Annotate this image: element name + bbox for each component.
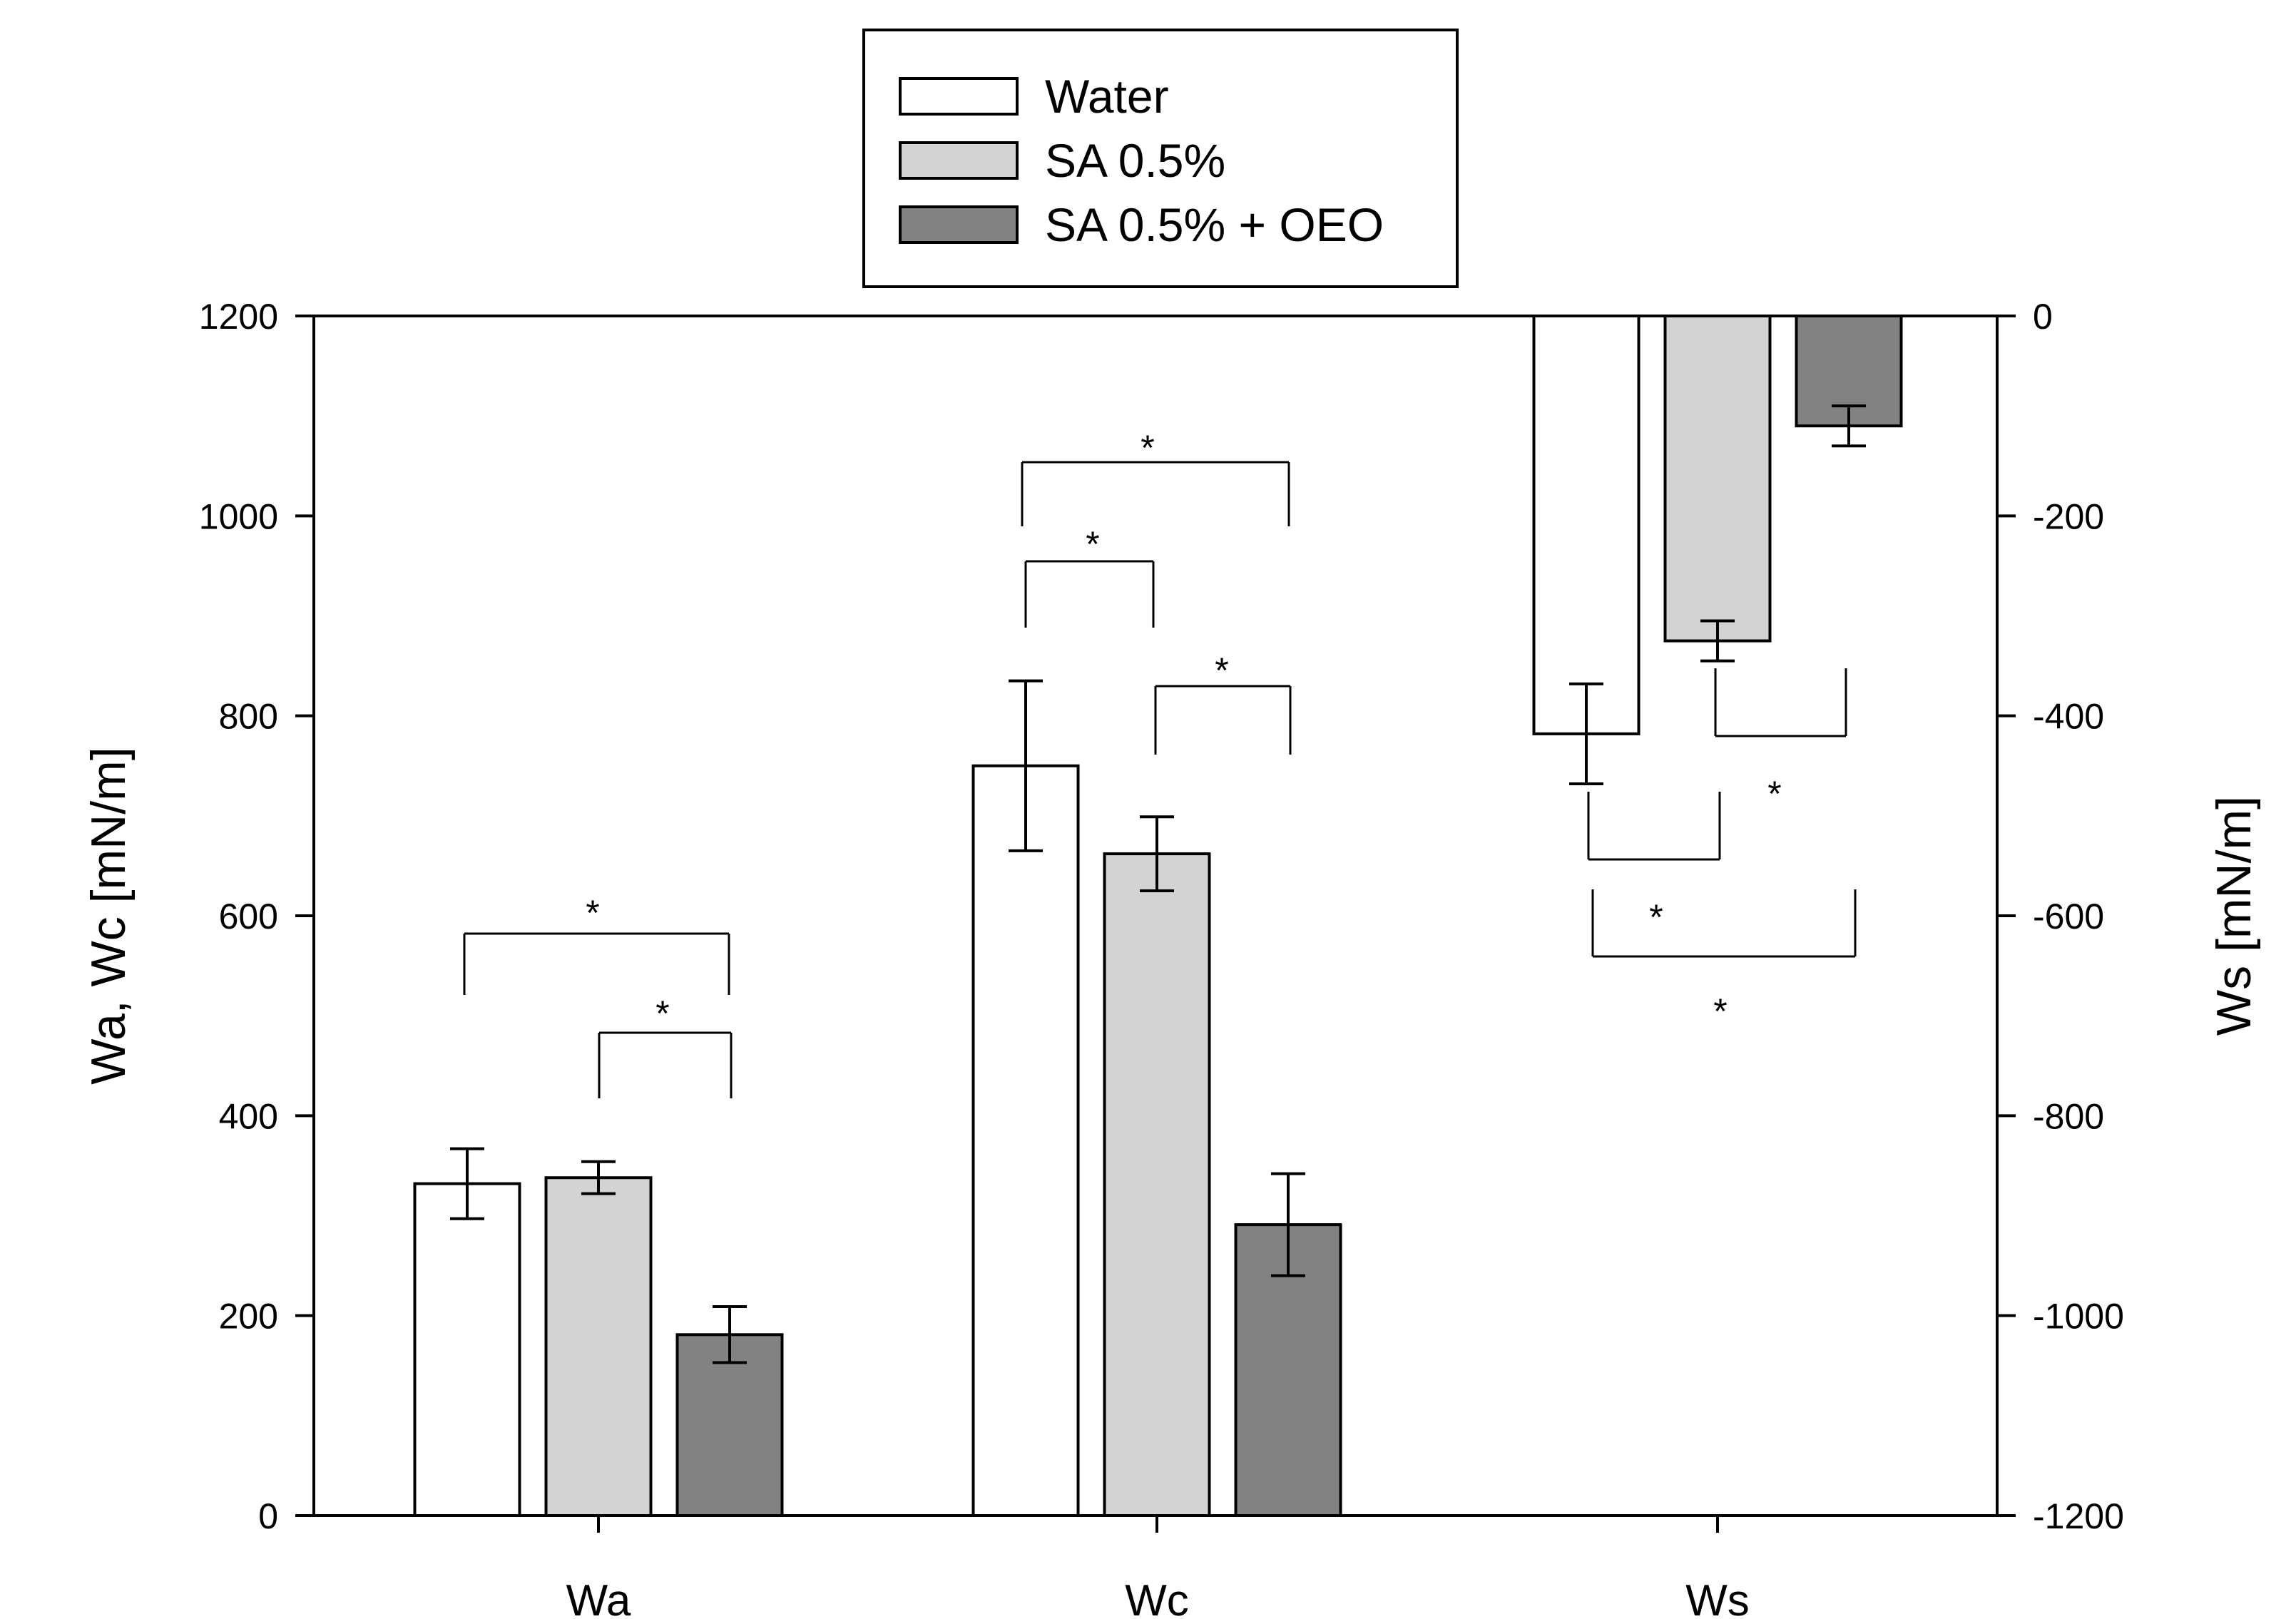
right-axis-tick-label: -200	[2033, 496, 2104, 536]
significance-star: *	[586, 893, 599, 933]
left-axis-tick-label: 200	[219, 1297, 278, 1337]
category-label-ws: Ws	[1685, 1576, 1750, 1619]
right-axis-tick-label: -800	[2033, 1096, 2104, 1136]
legend-label-0: Water	[1045, 70, 1169, 123]
bar-wa-series-2	[675, 1333, 784, 1517]
category-label-wc: Wc	[1125, 1576, 1189, 1619]
right-axis-tick-label: -1000	[2033, 1297, 2124, 1337]
plot-area	[314, 315, 1997, 1518]
significance-star: *	[1767, 774, 1781, 814]
left-axis-tick-label: 800	[219, 697, 278, 737]
left-axis-tick-label: 1000	[199, 496, 278, 536]
legend-swatch-0	[899, 77, 1019, 116]
category-label-wa: Wa	[566, 1576, 631, 1619]
significance-brackets: * * * * * * * *	[463, 428, 1857, 1098]
significance-star: *	[1649, 897, 1663, 937]
left-axis-tick-label: 400	[219, 1096, 278, 1136]
x-axis: Wa Wc Ws	[566, 1516, 1750, 1619]
right-axis-tick-label: 0	[2033, 297, 2053, 337]
right-axis-tick-label: -400	[2033, 697, 2104, 737]
right-axis-title: Ws [mN/m]	[2207, 796, 2261, 1036]
left-y-axis: 0 200 400 600 800 1000 1200 Wa, Wc [mN/m]	[81, 297, 315, 1536]
legend-swatch-1	[899, 141, 1019, 180]
legend: Water SA 0.5% SA 0.5% + OEO	[862, 29, 1459, 288]
significance-star: *	[655, 994, 669, 1033]
left-axis-tick-label: 1200	[199, 297, 278, 337]
bar-wc-series-1	[1103, 852, 1211, 1517]
legend-swatch-2	[899, 205, 1019, 244]
legend-label-1: SA 0.5%	[1045, 134, 1225, 187]
bar-wc-series-0	[971, 764, 1080, 1517]
bar-ws-series-1	[1663, 315, 1772, 643]
significance-star: *	[1141, 428, 1154, 468]
significance-star: *	[1215, 650, 1228, 690]
right-axis-tick-label: -600	[2033, 897, 2104, 936]
right-y-axis: -1200 -1000 -800 -600 -400 -200 0 Ws [mN/m]	[1996, 297, 2261, 1536]
bar-wa-series-0	[413, 1182, 521, 1517]
left-axis-tick-label: 600	[219, 897, 278, 936]
left-axis-title: Wa, Wc [mN/m]	[81, 747, 136, 1084]
bar-ws-series-0	[1532, 315, 1641, 735]
left-axis-tick-label: 0	[258, 1496, 278, 1536]
bar-wa-series-1	[544, 1176, 653, 1518]
significance-star: *	[1713, 991, 1727, 1031]
right-axis-tick-label: -1200	[2033, 1496, 2124, 1536]
legend-label-2: SA 0.5% + OEO	[1045, 198, 1384, 251]
significance-star: *	[1086, 524, 1099, 564]
